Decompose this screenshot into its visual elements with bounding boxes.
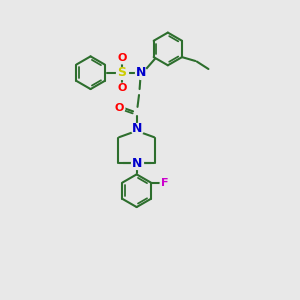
Text: O: O [117, 53, 127, 63]
Text: O: O [115, 103, 124, 113]
Text: N: N [131, 157, 142, 170]
Text: S: S [117, 66, 126, 79]
Text: N: N [136, 66, 146, 79]
Text: O: O [117, 82, 127, 93]
Text: N: N [131, 122, 142, 135]
Text: F: F [161, 178, 169, 188]
